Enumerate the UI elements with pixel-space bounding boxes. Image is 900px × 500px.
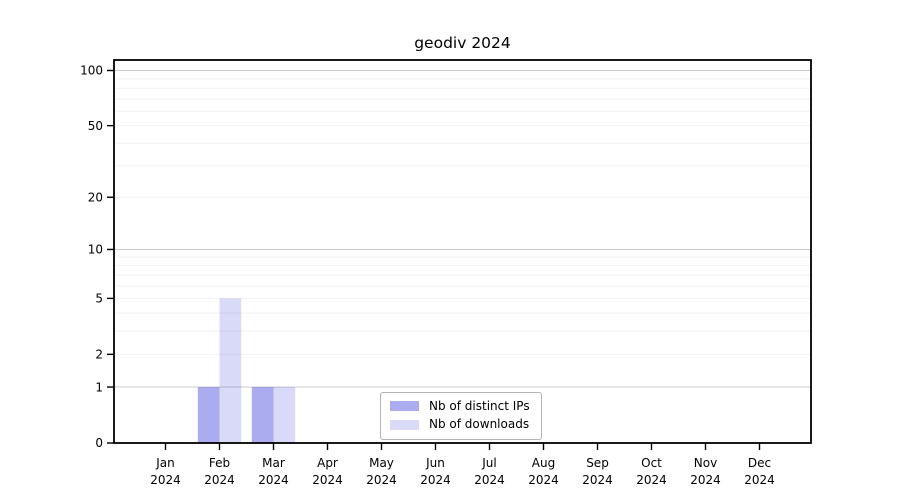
x-tick-label-year: 2024: [258, 473, 289, 487]
y-tick-label: 2: [95, 348, 103, 362]
y-tick-label: 100: [80, 64, 103, 78]
x-tick-label-year: 2024: [528, 473, 559, 487]
y-tick-label: 0: [95, 436, 103, 450]
x-tick-label-year: 2024: [420, 473, 451, 487]
x-tick-label-month: Aug: [532, 456, 555, 470]
y-tick-label: 10: [88, 243, 103, 257]
x-tick-label-month: Mar: [262, 456, 285, 470]
bar-distinct-ips-mar: [251, 387, 274, 443]
x-tick-label-month: Jan: [155, 456, 175, 470]
x-tick-label-year: 2024: [366, 473, 397, 487]
legend-label-distinct-ips: Nb of distinct IPs: [429, 399, 530, 413]
x-tick-label-month: Nov: [694, 456, 717, 470]
y-tick-label: 1: [95, 380, 103, 394]
x-tick-label-year: 2024: [636, 473, 667, 487]
x-tick-label-year: 2024: [582, 473, 613, 487]
x-tick-label-month: May: [369, 456, 394, 470]
y-tick-label: 20: [88, 190, 103, 204]
x-tick-label-year: 2024: [312, 473, 343, 487]
legend-swatch-distinct-ips: [390, 401, 419, 412]
x-tick-label-year: 2024: [474, 473, 505, 487]
plot-border: [113, 59, 812, 444]
x-tick-label-year: 2024: [204, 473, 235, 487]
bar-downloads-mar: [273, 387, 296, 443]
bar-distinct-ips-feb: [197, 387, 220, 443]
bar-downloads-feb: [219, 298, 242, 443]
legend-item-downloads: Nb of downloads: [390, 417, 530, 431]
x-tick-label-month: Dec: [748, 456, 771, 470]
y-tick-label: 50: [88, 119, 103, 133]
x-tick-label-month: Jul: [481, 456, 496, 470]
x-tick-label-month: Oct: [641, 456, 662, 470]
x-tick-label-month: Sep: [586, 456, 609, 470]
x-tick-label-month: Feb: [209, 456, 230, 470]
y-tick-label: 5: [95, 292, 103, 306]
x-tick-label-month: Apr: [317, 456, 338, 470]
chart-title: geodiv 2024: [414, 34, 511, 52]
x-tick-label-year: 2024: [690, 473, 721, 487]
legend-label-downloads: Nb of downloads: [429, 417, 530, 432]
legend-item-distinct-ips: Nb of distinct IPs: [390, 399, 530, 413]
x-tick-label-year: 2024: [744, 473, 775, 487]
x-tick-label-month: Jun: [425, 456, 445, 470]
legend-swatch-downloads: [390, 419, 419, 430]
x-tick-label-year: 2024: [150, 473, 181, 487]
legend: Nb of distinct IPs Nb of downloads: [380, 392, 542, 440]
